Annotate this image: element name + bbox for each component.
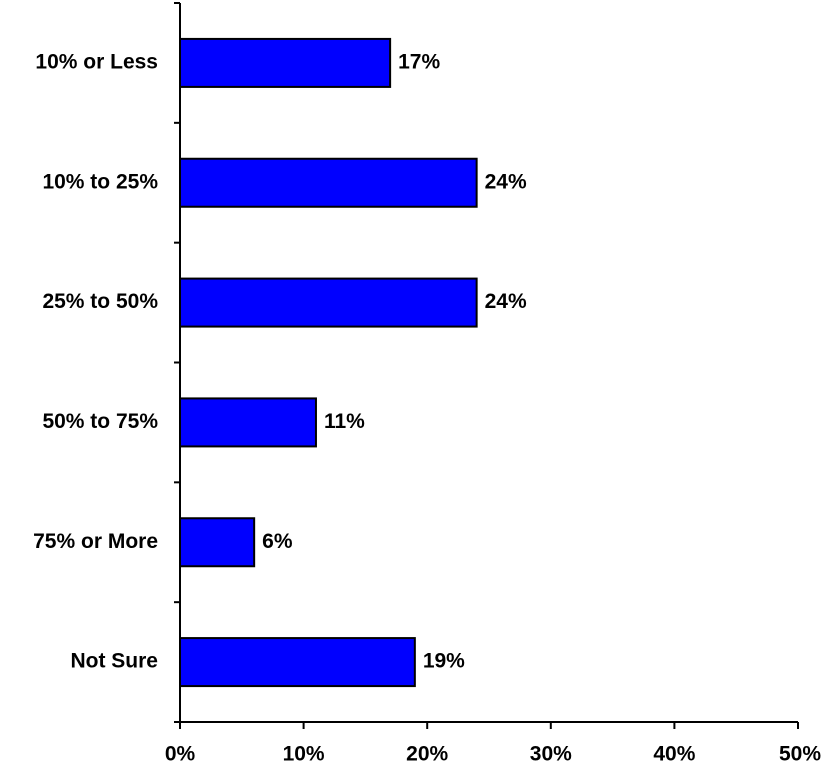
x-tick-label: 40% <box>653 743 695 766</box>
category-label: 10% or Less <box>35 50 158 73</box>
bar-value-label: 24% <box>485 170 527 193</box>
bar <box>179 37 392 88</box>
bar <box>179 157 478 208</box>
bars-layer <box>179 37 478 688</box>
bar <box>179 517 256 568</box>
x-tick-label: 20% <box>406 743 448 766</box>
labels-layer: 10% or Less 17% 10% to 25% 24% 25% to 50% 24%… <box>33 50 821 765</box>
x-tick-label: 0% <box>165 743 196 766</box>
bar-value-label: 19% <box>423 650 465 673</box>
category-label: 25% to 50% <box>42 290 158 313</box>
x-tick-label: 50% <box>779 743 821 766</box>
x-tick-label: 30% <box>530 743 572 766</box>
bar <box>179 397 317 448</box>
axes-layer <box>179 3 798 723</box>
bar-value-label: 24% <box>485 290 527 313</box>
bar-value-label: 17% <box>398 50 440 73</box>
x-tick-label: 10% <box>283 743 325 766</box>
ticks-layer <box>174 2 799 729</box>
bar-value-label: 6% <box>262 530 293 553</box>
bar <box>179 277 478 328</box>
category-label: 50% to 75% <box>42 410 158 433</box>
category-label: 75% or More <box>33 530 158 553</box>
bar <box>179 637 416 688</box>
category-label: Not Sure <box>70 650 158 673</box>
category-label: 10% to 25% <box>42 170 158 193</box>
bar-value-label: 11% <box>324 410 365 433</box>
